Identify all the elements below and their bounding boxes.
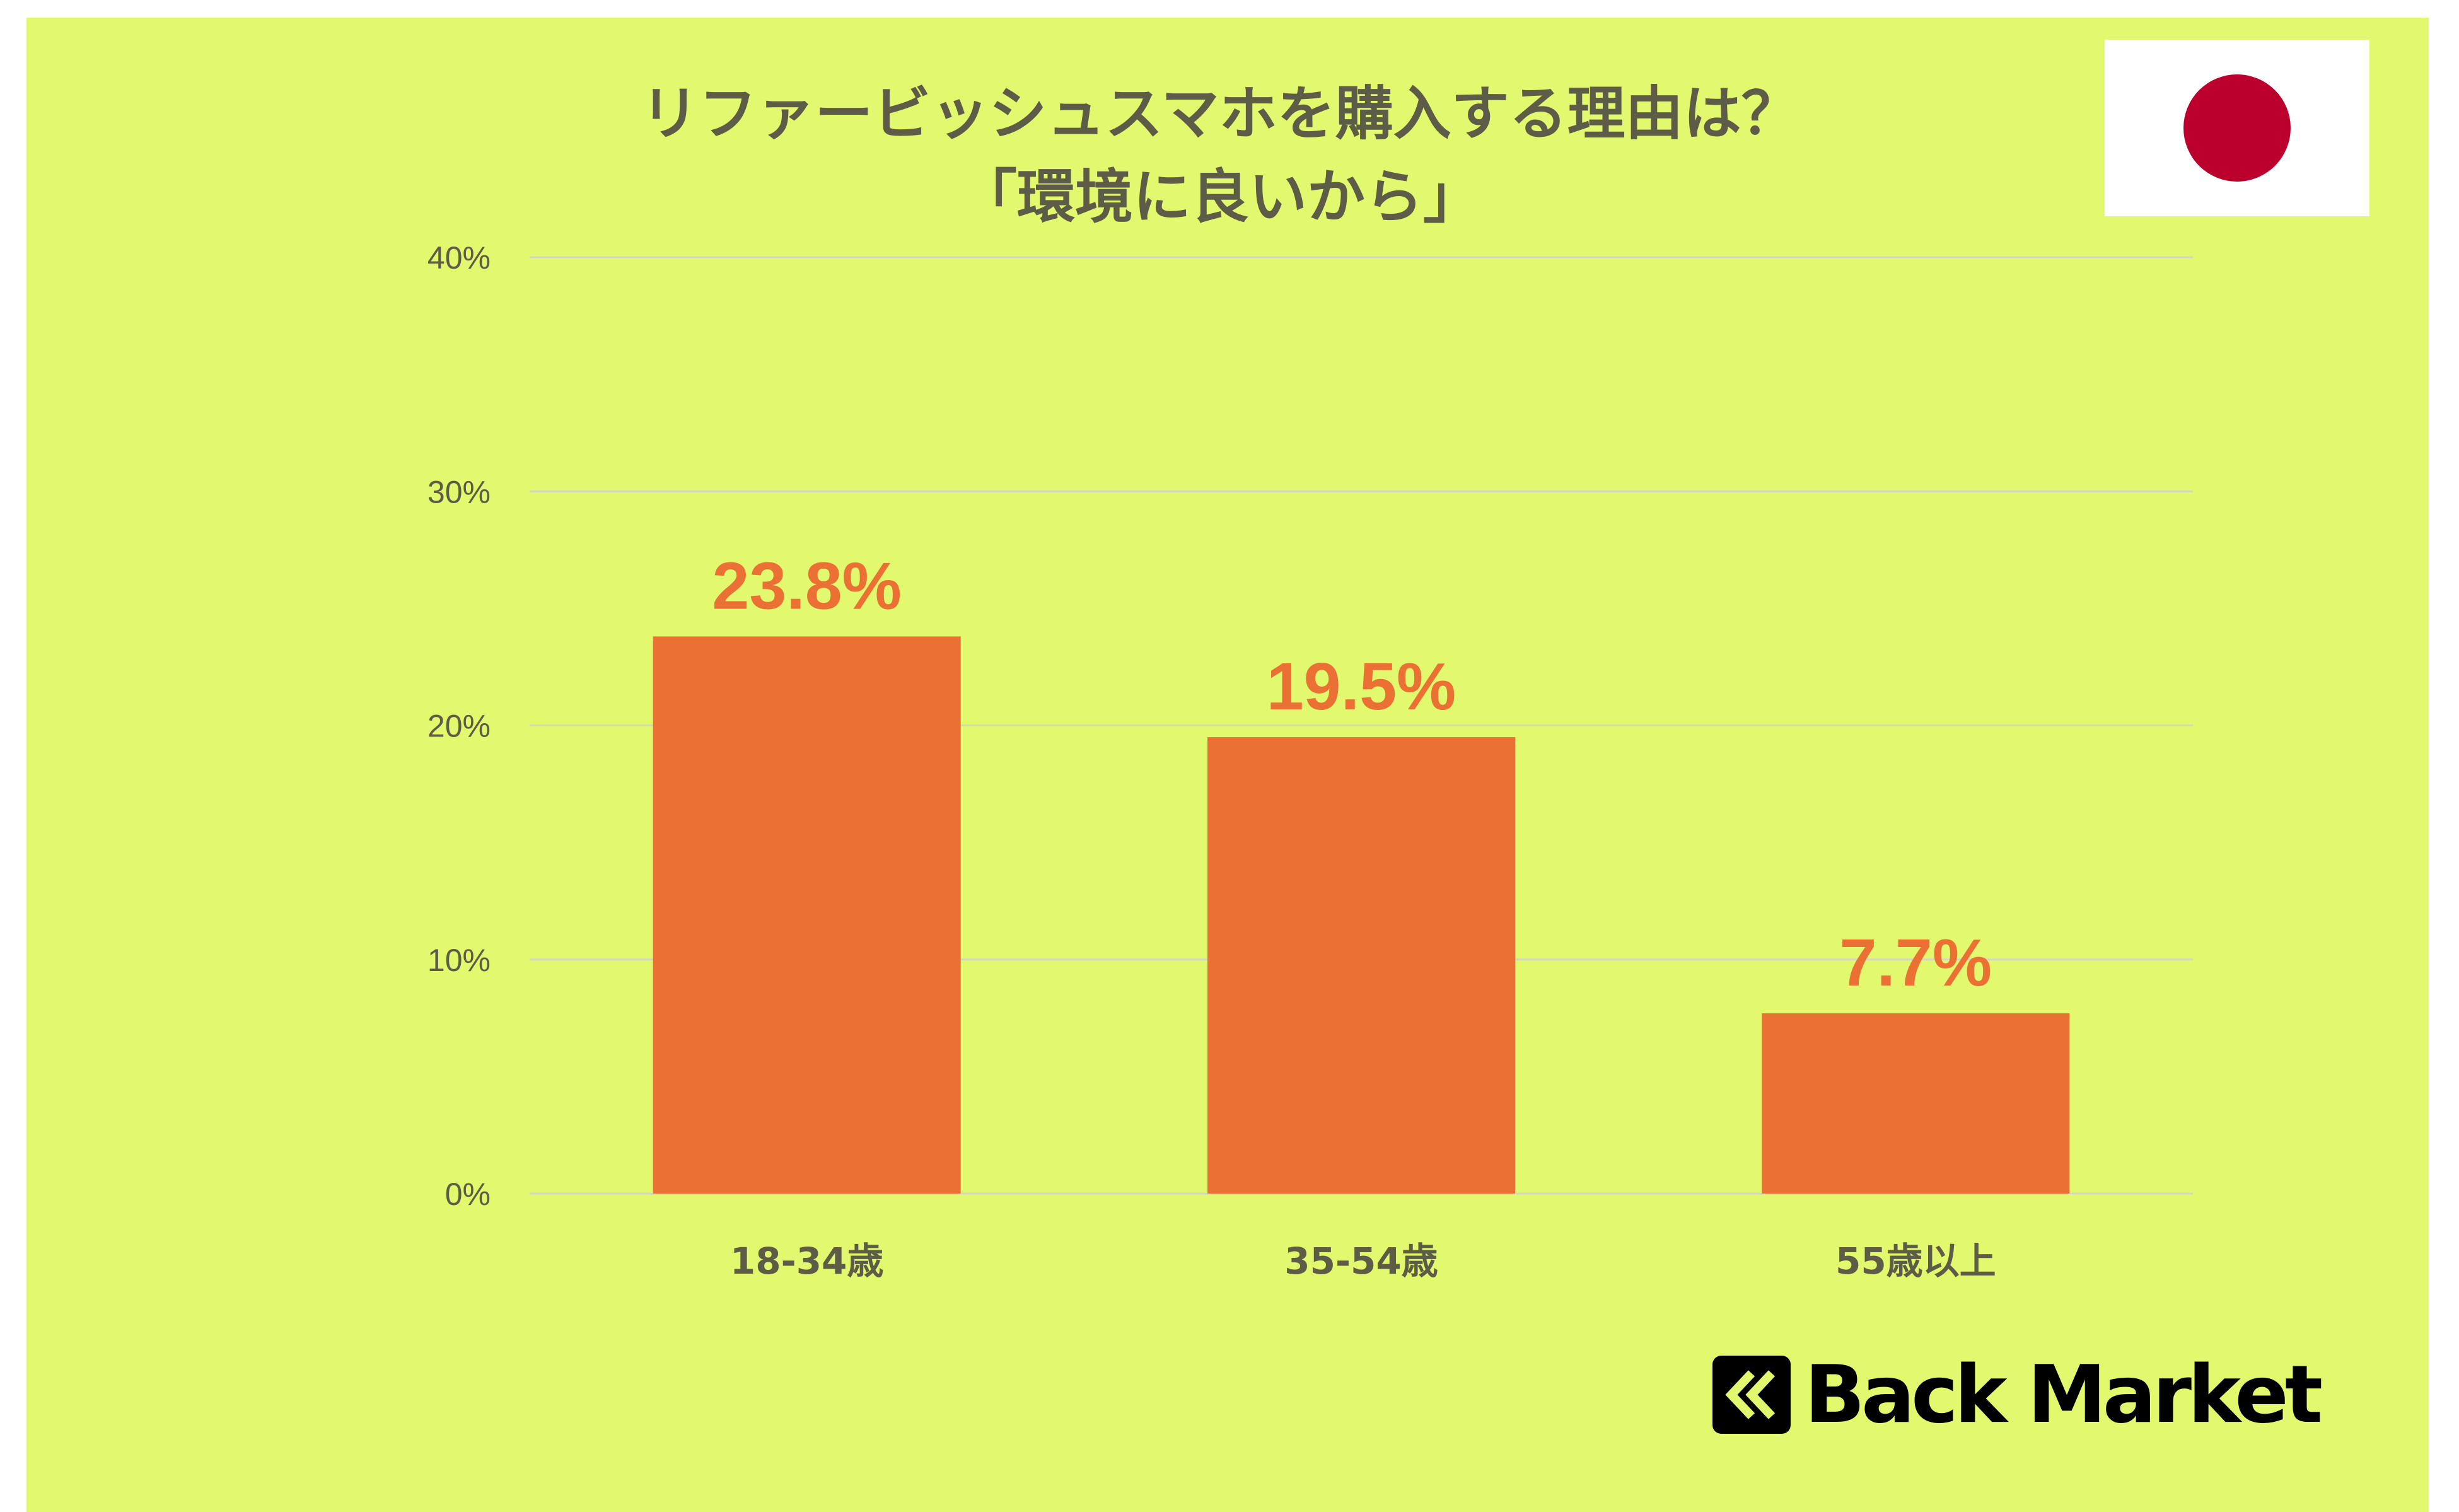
japan-flag-icon [2105, 40, 2369, 216]
chart-title: リファービッシュスマホを購入する理由は？ 「環境に良いから」 [0, 73, 2440, 239]
y-tick-label: 0% [445, 1177, 491, 1212]
y-tick-label: 40% [427, 240, 491, 276]
back-market-logo: Back Market [1712, 1348, 2323, 1441]
back-market-logo-icon [1712, 1356, 1791, 1434]
bar [653, 636, 961, 1194]
x-tick-label: 55歳以上 [1835, 1240, 1996, 1282]
bar [1762, 1013, 2070, 1194]
y-tick-label: 20% [427, 709, 491, 744]
brand-name: Back Market [1805, 1348, 2323, 1441]
y-tick-label: 30% [427, 474, 491, 509]
y-tick-label: 10% [427, 943, 491, 978]
bar [1207, 737, 1515, 1194]
flag-sun [2183, 74, 2291, 182]
data-label: 19.5% [1267, 649, 1456, 724]
x-tick-label: 18-34歳 [730, 1240, 884, 1282]
data-label: 23.8% [712, 549, 902, 623]
x-tick-label: 35-54歳 [1284, 1240, 1438, 1282]
chart-title-line-1: リファービッシュスマホを購入する理由は？ [641, 80, 1799, 148]
data-label: 7.7% [1840, 926, 1992, 1000]
chart-title-line-2: 「環境に良いから」 [958, 163, 1481, 231]
